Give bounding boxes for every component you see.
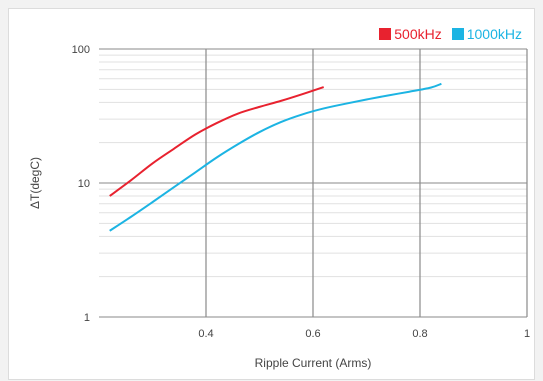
x-tick-label: 0.6 [305,328,320,340]
x-tick-label: 0.4 [198,328,213,340]
series-line-500khz [109,86,325,197]
y-axis-title: ΔT(degC) [28,157,42,209]
y-tick-label: 10 [78,178,90,190]
y-tick-label: 1 [84,312,90,324]
x-tick-label: 1 [524,328,530,340]
legend-swatch-1000khz [451,28,464,40]
x-axis-title: Ripple Current (Arms) [255,356,372,370]
legend-item-1000khz[interactable]: 1000kHz [451,26,522,42]
legend-label-500khz: 500kHz [394,26,442,42]
series-line-1000khz [109,82,442,232]
chart-canvas: 1 10 100 0.4 0.6 0.8 1 Ripple Current (Arms) ΔT(… [28,44,530,370]
legend-swatch-500khz [379,28,392,40]
legend-item-500khz[interactable]: 500kHz [379,26,442,42]
y-tick-label: 100 [72,44,90,56]
legend: 500kHz 1000kHz [379,26,522,42]
x-tick-label: 0.8 [412,328,427,340]
chart-panel: 1 10 100 0.4 0.6 0.8 1 Ripple Current (Arms) ΔT(… [8,8,535,380]
legend-label-1000khz: 1000kHz [466,26,522,42]
